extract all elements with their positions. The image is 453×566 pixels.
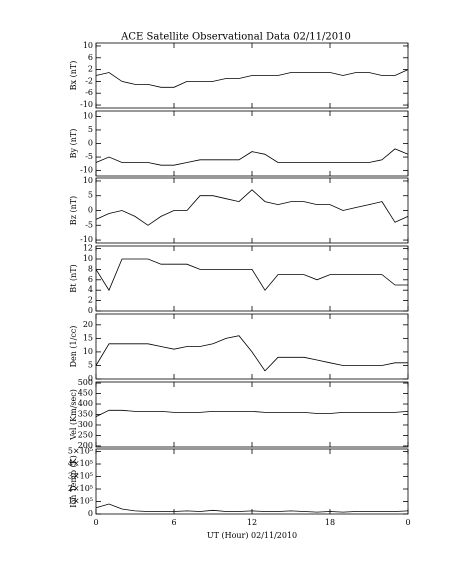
y-tick-label: 200 xyxy=(78,441,93,450)
y-tick-label: 5 xyxy=(88,191,93,200)
y-tick-label: 5 xyxy=(88,125,93,134)
x-tick-label: 12 xyxy=(247,518,257,527)
y-tick-label: 350 xyxy=(78,410,93,419)
y-tick-label: -5 xyxy=(85,220,93,229)
y-axis-label: Bz (nT) xyxy=(69,196,78,225)
y-tick-label: 10 xyxy=(83,347,93,356)
panel-frame xyxy=(95,448,409,515)
y-tick-label: -6 xyxy=(85,88,93,97)
y-tick-label: 0 xyxy=(88,206,93,215)
data-line xyxy=(95,503,409,513)
y-tick-label: 15 xyxy=(83,333,93,342)
data-line xyxy=(95,335,408,372)
y-tick-label: -10 xyxy=(80,235,93,244)
y-axis-label: By (nT) xyxy=(69,129,78,159)
y-tick-label: 10 xyxy=(83,41,93,50)
y-tick-label: 6 xyxy=(88,275,93,284)
x-axis-label: UT (Hour) 02/11/2010 xyxy=(207,531,297,540)
y-tick-label: -5 xyxy=(85,152,93,161)
y-tick-label: 300 xyxy=(78,420,93,429)
y-tick-label: 10 xyxy=(83,254,93,263)
y-axis-label: Vel (Km/sec) xyxy=(69,389,78,441)
y-tick-label: 0 xyxy=(88,509,93,518)
y-tick-label: 2 xyxy=(88,296,93,305)
y-tick-label: 20 xyxy=(83,320,93,329)
y-tick-label: 0 xyxy=(88,374,93,383)
data-line xyxy=(95,258,408,292)
data-line xyxy=(95,189,409,226)
y-tick-label: 0 xyxy=(88,139,93,148)
data-line xyxy=(95,409,409,417)
y-tick-label: 10 xyxy=(83,176,93,185)
y-tick-label: 450 xyxy=(78,389,93,398)
x-tick-label: 0 xyxy=(405,518,410,527)
y-tick-label: 5 xyxy=(88,360,93,369)
x-tick-label: 18 xyxy=(325,518,335,527)
y-tick-label: 2 xyxy=(88,65,93,74)
x-tick-label: 0 xyxy=(93,518,98,527)
panel-frame xyxy=(95,110,409,177)
y-axis-label: Ion Temp (K) xyxy=(69,455,78,508)
y-axis-label: Bx (nT) xyxy=(69,61,78,91)
y-tick-label: 500 xyxy=(78,378,93,387)
panel-frame xyxy=(95,381,409,448)
y-tick-label: 2×10⁵ xyxy=(68,484,93,493)
x-tick-label: 6 xyxy=(171,518,176,527)
y-tick-label: 4 xyxy=(88,285,93,294)
y-axis-label: Den (1/cc) xyxy=(69,326,78,368)
y-tick-label: -10 xyxy=(80,100,93,109)
y-tick-label: 3×10⁵ xyxy=(68,472,93,481)
panel-frame xyxy=(95,313,409,380)
y-tick-label: 12 xyxy=(83,244,93,253)
data-line xyxy=(95,69,409,88)
y-tick-label: 5×10⁵ xyxy=(68,447,93,456)
y-tick-label: 400 xyxy=(78,399,93,408)
y-tick-label: 4×10⁵ xyxy=(68,459,93,468)
y-tick-label: 8 xyxy=(88,264,93,273)
y-axis-label: Bt (nT) xyxy=(69,264,78,292)
y-tick-label: -10 xyxy=(80,166,93,175)
y-tick-label: -2 xyxy=(85,76,93,85)
panel-frame xyxy=(95,245,409,312)
y-tick-label: 6 xyxy=(88,53,93,62)
y-tick-label: 1×10⁵ xyxy=(68,497,93,506)
data-line xyxy=(95,148,409,166)
panel-frame xyxy=(95,177,409,244)
y-tick-label: 0 xyxy=(88,306,93,315)
y-tick-label: 250 xyxy=(78,430,93,439)
y-tick-label: 10 xyxy=(83,111,93,120)
chart-title: ACE Satellite Observational Data 02/11/2… xyxy=(120,32,351,43)
